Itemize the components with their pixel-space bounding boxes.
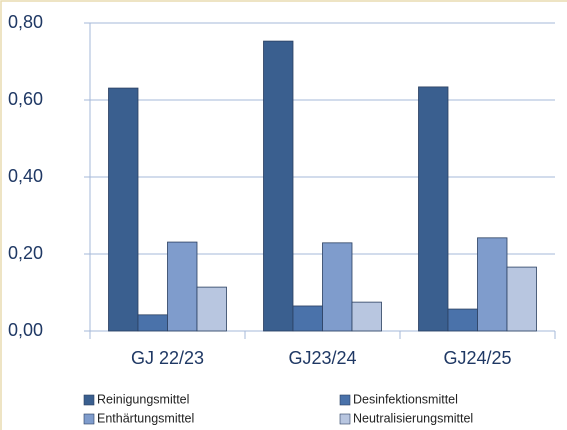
legend-swatch (83, 394, 95, 406)
bar (351, 301, 382, 332)
x-tick-label: GJ24/25 (443, 348, 511, 368)
bar (263, 40, 294, 332)
bar (292, 305, 323, 332)
legend-swatch (339, 413, 351, 425)
x-tick-label: GJ 22/23 (131, 348, 204, 368)
y-tick-label: 0,60 (8, 89, 43, 109)
bar (322, 242, 353, 332)
bar (167, 241, 198, 332)
y-tick-label: 0,00 (8, 320, 43, 340)
legend-label: Reinigungsmittel (97, 392, 189, 406)
legend-label: Enthärtungsmittel (97, 411, 194, 425)
bar (137, 314, 168, 332)
y-tick-label: 0,20 (8, 243, 43, 263)
legend-swatch (83, 413, 95, 425)
y-tick-label: 0,80 (8, 12, 43, 32)
bar (447, 308, 478, 332)
x-tick-label: GJ23/24 (288, 348, 356, 368)
bar (506, 266, 537, 332)
bar (477, 237, 508, 332)
legend-label: Desinfektionsmittel (353, 392, 458, 406)
legend-label: Neutralisierungsmittel (353, 411, 473, 425)
bar (196, 286, 227, 332)
bar (418, 86, 449, 332)
y-tick-label: 0,40 (8, 166, 43, 186)
bar (108, 87, 139, 332)
legend-swatch (339, 394, 351, 406)
